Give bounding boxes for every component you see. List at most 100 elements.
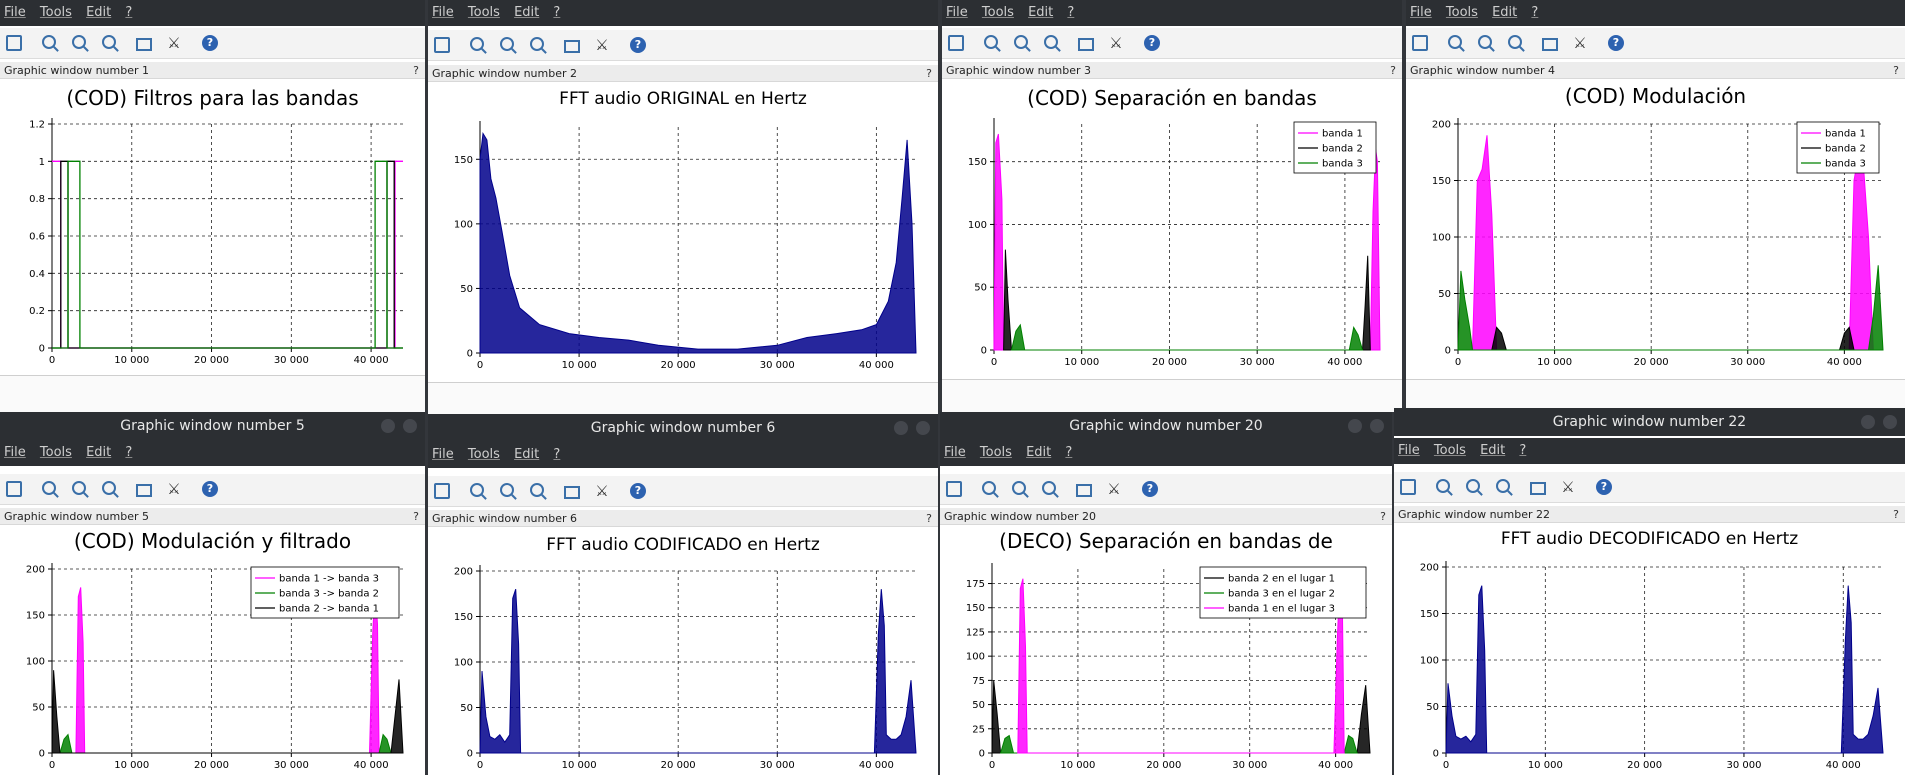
zoom-out-icon[interactable] xyxy=(102,35,116,49)
help-icon[interactable]: ? xyxy=(1144,35,1160,51)
menu-edit[interactable]: Edit xyxy=(514,5,540,20)
menu-tools[interactable]: Tools xyxy=(467,447,500,462)
menu-file[interactable]: File xyxy=(432,447,454,462)
menu-edit[interactable]: Edit xyxy=(1028,5,1054,20)
frame-icon[interactable] xyxy=(564,486,580,499)
menu-tools[interactable]: Tools xyxy=(1445,5,1478,20)
menu-file[interactable]: File xyxy=(4,445,26,460)
menu-file[interactable]: File xyxy=(1398,443,1420,458)
zoom-in-icon[interactable] xyxy=(984,35,998,49)
zoom-in-icon[interactable] xyxy=(982,481,996,495)
window-titlebar[interactable]: Graphic window number 22 xyxy=(1394,408,1905,436)
graphic-window-1[interactable]: File Tools Edit ? ⚔? Graphic window numb… xyxy=(0,0,425,412)
datatip-icon[interactable]: ⚔ xyxy=(595,482,609,500)
window-titlebar[interactable]: Graphic window number 6 xyxy=(428,414,938,442)
zoom-out-icon[interactable] xyxy=(1496,479,1510,493)
menu-tools[interactable]: Tools xyxy=(981,5,1014,20)
rotate-icon[interactable] xyxy=(434,37,450,53)
window-titlebar[interactable]: Graphic window number 20 xyxy=(940,412,1392,440)
zoom-out-icon[interactable] xyxy=(530,37,544,51)
datatip-icon[interactable]: ⚔ xyxy=(595,36,609,54)
graphic-window-4[interactable]: File Tools Edit ? ⚔? Graphic window numb… xyxy=(1406,0,1905,412)
help-icon[interactable]: ? xyxy=(1596,479,1612,495)
frame-icon[interactable] xyxy=(1078,38,1094,51)
zoom-in-icon[interactable] xyxy=(1448,35,1462,49)
close-icon[interactable] xyxy=(1370,419,1384,433)
menu-help[interactable]: ? xyxy=(125,445,133,460)
help-icon[interactable]: ? xyxy=(1142,481,1158,497)
menu-help[interactable]: ? xyxy=(553,447,561,462)
menu-file[interactable]: File xyxy=(432,5,454,20)
plot-area[interactable]: (COD) Modulación y filtrado 0 50 100 150 200… xyxy=(0,527,425,775)
menu-edit[interactable]: Edit xyxy=(514,447,540,462)
menu-help[interactable]: ? xyxy=(1519,443,1527,458)
menu-edit[interactable]: Edit xyxy=(86,5,112,20)
close-icon[interactable] xyxy=(916,421,930,435)
menu-help[interactable]: ? xyxy=(125,5,133,20)
help-icon[interactable]: ? xyxy=(926,512,932,525)
zoom-in-icon[interactable] xyxy=(470,483,484,497)
plot-area[interactable]: (COD) Modulación 0 50 100 150 200 0 10 000 20 0… xyxy=(1406,82,1905,372)
zoom-out-icon[interactable] xyxy=(530,483,544,497)
datatip-icon[interactable]: ⚔ xyxy=(1107,480,1121,498)
plot-area[interactable]: FFT audio CODIFICADO en Hertz 0 50 100 150 2… xyxy=(428,529,938,775)
help-icon[interactable]: ? xyxy=(1893,64,1899,77)
rotate-icon[interactable] xyxy=(6,35,22,51)
datatip-icon[interactable]: ⚔ xyxy=(167,34,181,52)
minimize-icon[interactable] xyxy=(894,421,908,435)
menu-edit[interactable]: Edit xyxy=(86,445,112,460)
zoom-in-icon[interactable] xyxy=(42,35,56,49)
menu-tools[interactable]: Tools xyxy=(467,5,500,20)
zoom-out-icon[interactable] xyxy=(1508,35,1522,49)
datatip-icon[interactable]: ⚔ xyxy=(1561,478,1575,496)
menu-edit[interactable]: Edit xyxy=(1492,5,1518,20)
zoom-area-icon[interactable] xyxy=(1012,481,1026,495)
rotate-icon[interactable] xyxy=(6,481,22,497)
menu-edit[interactable]: Edit xyxy=(1026,445,1052,460)
zoom-area-icon[interactable] xyxy=(1466,479,1480,493)
frame-icon[interactable] xyxy=(564,40,580,53)
zoom-area-icon[interactable] xyxy=(1014,35,1028,49)
frame-icon[interactable] xyxy=(1076,484,1092,497)
plot-area[interactable]: FFT audio DECODIFICADO en Hertz 0 50 100 15… xyxy=(1394,525,1905,775)
help-icon[interactable]: ? xyxy=(413,64,419,77)
menu-tools[interactable]: Tools xyxy=(1433,443,1466,458)
help-icon[interactable]: ? xyxy=(926,67,932,80)
minimize-icon[interactable] xyxy=(1861,415,1875,429)
help-icon[interactable]: ? xyxy=(1380,510,1386,523)
graphic-window-6[interactable]: Graphic window number 6 File Tools Edit … xyxy=(428,414,938,775)
rotate-icon[interactable] xyxy=(434,483,450,499)
menu-file[interactable]: File xyxy=(944,445,966,460)
zoom-in-icon[interactable] xyxy=(1436,479,1450,493)
datatip-icon[interactable]: ⚔ xyxy=(167,480,181,498)
minimize-icon[interactable] xyxy=(381,419,395,433)
graphic-window-22[interactable]: Graphic window number 22 File Tools Edit… xyxy=(1394,408,1905,775)
window-titlebar[interactable]: Graphic window number 5 xyxy=(0,412,425,440)
menu-help[interactable]: ? xyxy=(1065,445,1073,460)
help-icon[interactable]: ? xyxy=(630,483,646,499)
zoom-out-icon[interactable] xyxy=(1042,481,1056,495)
frame-icon[interactable] xyxy=(136,38,152,51)
rotate-icon[interactable] xyxy=(948,35,964,51)
help-icon[interactable]: ? xyxy=(1893,508,1899,521)
help-icon[interactable]: ? xyxy=(413,510,419,523)
rotate-icon[interactable] xyxy=(1412,35,1428,51)
plot-area[interactable]: FFT audio ORIGINAL en Hertz 0 50 100 150 0 10… xyxy=(428,85,938,375)
datatip-icon[interactable]: ⚔ xyxy=(1109,34,1123,52)
close-icon[interactable] xyxy=(1883,415,1897,429)
menu-tools[interactable]: Tools xyxy=(39,445,72,460)
close-icon[interactable] xyxy=(403,419,417,433)
minimize-icon[interactable] xyxy=(1348,419,1362,433)
help-icon[interactable]: ? xyxy=(1390,64,1396,77)
menu-edit[interactable]: Edit xyxy=(1480,443,1506,458)
zoom-area-icon[interactable] xyxy=(72,481,86,495)
zoom-area-icon[interactable] xyxy=(72,35,86,49)
menu-tools[interactable]: Tools xyxy=(979,445,1012,460)
help-icon[interactable]: ? xyxy=(1608,35,1624,51)
zoom-out-icon[interactable] xyxy=(102,481,116,495)
plot-area[interactable]: (DECO) Separación en bandas de 0 25 50 75 10… xyxy=(940,527,1392,775)
graphic-window-2[interactable]: File Tools Edit ? ⚔? Graphic window numb… xyxy=(428,0,938,415)
menu-file[interactable]: File xyxy=(946,5,968,20)
frame-icon[interactable] xyxy=(136,484,152,497)
plot-area[interactable]: (COD) Filtros para las bandas 0 0.2 0.4 0.6… xyxy=(0,82,425,370)
